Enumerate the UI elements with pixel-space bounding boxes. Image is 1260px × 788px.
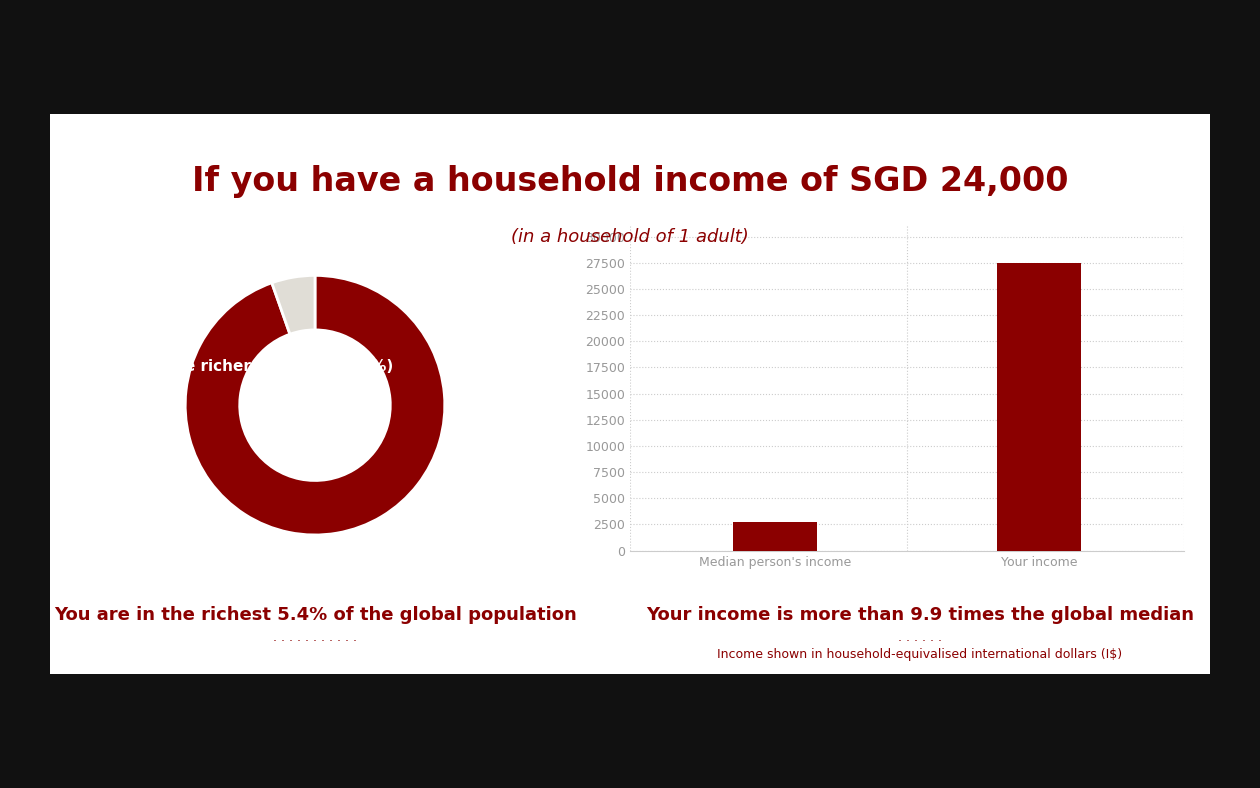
Wedge shape: [272, 275, 315, 334]
Text: (in a household of 1 adult): (in a household of 1 adult): [512, 229, 748, 247]
Bar: [997, 262, 1081, 551]
Text: People you're richer than (94.6%): People you're richer than (94.6%): [185, 541, 475, 556]
Bar: [733, 522, 818, 551]
Text: Income shown in household-equivalised international dollars (I$): Income shown in household-equivalised in…: [717, 648, 1123, 660]
Text: . . . . . . . . . . .: . . . . . . . . . . .: [273, 631, 357, 644]
Wedge shape: [185, 275, 445, 535]
Text: . . . . . .: . . . . . .: [898, 631, 941, 644]
Text: If you have a household income of SGD 24,000: If you have a household income of SGD 24…: [192, 165, 1068, 198]
Text: People richer than you (5.4%): People richer than you (5.4%): [136, 359, 393, 374]
Text: You are in the richest 5.4% of the global population: You are in the richest 5.4% of the globa…: [54, 606, 576, 624]
Text: Your income is more than 9.9 times the global median: Your income is more than 9.9 times the g…: [646, 606, 1193, 624]
